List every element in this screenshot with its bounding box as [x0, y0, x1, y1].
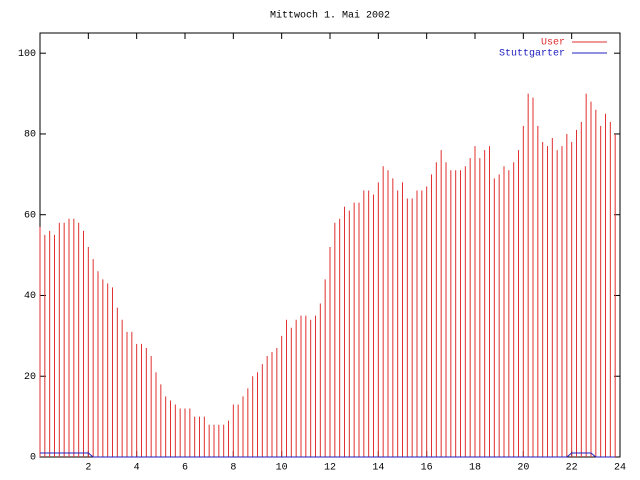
- y-tick-label: 20: [24, 372, 36, 383]
- x-tick-label: 10: [276, 463, 288, 474]
- y-tick-label: 80: [24, 130, 36, 141]
- x-tick-label: 8: [230, 463, 236, 474]
- x-tick-label: 2: [85, 463, 91, 474]
- x-tick-label: 20: [517, 463, 529, 474]
- chart-title: Mittwoch 1. Mai 2002: [270, 10, 390, 22]
- y-tick-label: 0: [30, 453, 36, 464]
- line: [40, 452, 616, 458]
- y-tick-label: 100: [18, 49, 36, 60]
- x-tick-label: 24: [614, 463, 626, 474]
- x-tick-label: 12: [324, 463, 336, 474]
- x-tick-label: 16: [421, 463, 433, 474]
- x-tick-label: 14: [372, 463, 384, 474]
- legend-label: Stuttgarter: [499, 49, 565, 60]
- x-tick-label: 22: [566, 463, 578, 474]
- y-tick-label: 40: [24, 291, 36, 302]
- y-tick-label: 60: [24, 210, 36, 221]
- x-tick-label: 6: [182, 463, 188, 474]
- x-tick-label: 4: [134, 463, 140, 474]
- legend-label: User: [541, 38, 565, 49]
- x-tick-label: 18: [469, 463, 481, 474]
